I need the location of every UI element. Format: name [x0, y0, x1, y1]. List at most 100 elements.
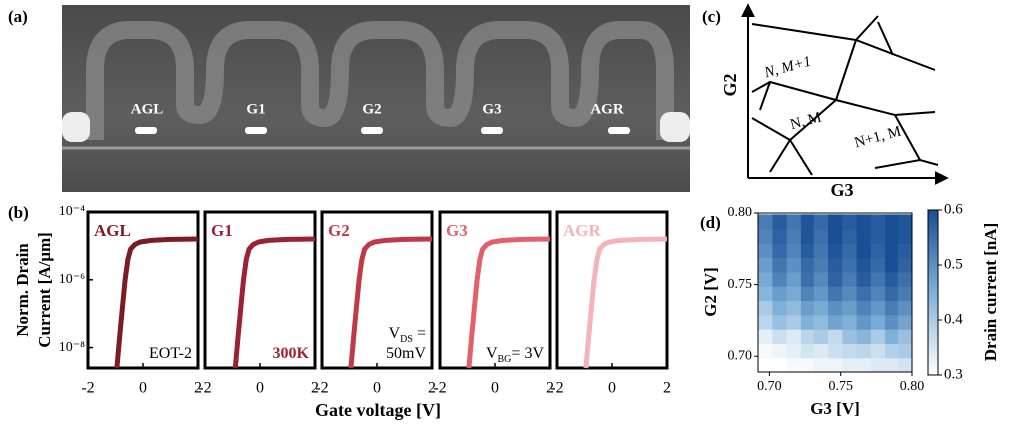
x-tick-label: 2: [428, 380, 436, 397]
heat-cell: [856, 285, 872, 302]
colorbar: [927, 209, 939, 376]
gate-label: G1: [246, 101, 265, 117]
heat-cell: [758, 300, 773, 316]
heat-cell: [885, 314, 900, 330]
heat-cell: [813, 271, 829, 287]
annotation-part: EOT-2: [149, 345, 192, 362]
annotation: VDS =: [389, 325, 426, 345]
heat-cell: [885, 328, 900, 345]
heat-cell: [772, 300, 787, 316]
annotation-part: BG: [498, 354, 512, 365]
heat-cell: [897, 271, 913, 287]
x-tick-label: 0.70: [757, 379, 782, 394]
heat-cell: [786, 271, 802, 287]
x-tick-label: 0: [491, 380, 499, 397]
panel-title: G1: [211, 221, 233, 240]
x-axis-label: G3 [V]: [810, 399, 860, 418]
heat-cell: [800, 285, 816, 302]
heat-cell: [800, 243, 816, 259]
heat-cell: [786, 228, 802, 244]
heat-cell: [856, 314, 872, 330]
heat-cell: [758, 271, 773, 287]
x-tick-label: 0.80: [900, 379, 925, 394]
x-tick-label: 2: [663, 380, 671, 397]
heat-cell: [870, 228, 886, 244]
heat-cell: [786, 285, 802, 302]
y-axis-label: G2: [720, 73, 740, 96]
heat-cell: [842, 214, 857, 230]
region-label: N, M+1: [762, 54, 813, 82]
heat-cell: [870, 214, 886, 230]
y-axis-label: Current [A/μm]: [35, 232, 54, 348]
colorbar-tick-label: 0.5: [944, 256, 963, 272]
heat-cell: [870, 314, 886, 330]
x-tick-label: 2: [311, 380, 319, 397]
heat-cell: [772, 228, 787, 244]
x-tick-label: 2: [546, 380, 554, 397]
gate-label: G3: [482, 101, 501, 117]
x-tick-label: -2: [550, 380, 563, 397]
heat-cell: [842, 271, 857, 287]
heat-cell: [813, 314, 829, 330]
heat-cell: [772, 285, 787, 302]
y-axis-label: G2 [V]: [701, 267, 720, 317]
heat-cell: [786, 343, 802, 359]
heat-cell: [772, 271, 787, 287]
heat-cell: [813, 257, 829, 273]
heat-cell: [800, 271, 816, 287]
annotation-part: 50mV: [386, 345, 426, 362]
annotation: 300K: [273, 345, 310, 362]
heat-cell: [772, 343, 787, 359]
annotation-part: 300K: [273, 345, 310, 362]
heat-cell: [772, 243, 787, 259]
heat-cell: [786, 243, 802, 259]
heat-cell: [786, 314, 802, 330]
colorbar-tick-label: 0.3: [944, 366, 963, 382]
heat-cell: [897, 228, 913, 244]
heat-cell: [758, 257, 773, 273]
heat-cell: [885, 271, 900, 287]
sem-image: AGL G1 G2 G3 AGR: [62, 5, 690, 192]
x-tick-label: 0: [373, 380, 381, 397]
heat-cell: [842, 328, 857, 345]
heat-cell: [885, 243, 900, 259]
heat-cell: [828, 243, 843, 259]
annotation-part: V: [389, 325, 401, 342]
heat-cell: [842, 285, 857, 302]
heat-cell: [813, 300, 829, 316]
heat-cell: [897, 257, 913, 273]
heat-cell: [786, 300, 802, 316]
heat-cell: [870, 257, 886, 273]
heat-cell: [856, 228, 872, 244]
heat-cell: [772, 314, 787, 330]
heat-cell: [828, 343, 843, 359]
colorbar-label: Drain current [nA]: [981, 223, 1000, 362]
curve: [348, 236, 433, 369]
x-axis-label: G3: [830, 180, 853, 200]
heat-cell: [772, 214, 787, 230]
heat-cell: [885, 300, 900, 316]
heat-cell: [758, 228, 773, 244]
heat-cell: [856, 300, 872, 316]
y-tick-label: 10⁻⁸: [59, 340, 85, 355]
heat-cell: [758, 285, 773, 302]
region-label: N+1, M: [853, 124, 903, 152]
heat-cell: [828, 357, 843, 373]
heat-cell: [758, 314, 773, 330]
heat-cell: [786, 214, 802, 230]
heat-cell: [856, 328, 872, 345]
heat-cell: [897, 300, 913, 316]
panel-title: G2: [328, 221, 350, 240]
annotation: VBG= 3V: [486, 345, 544, 365]
heat-cell: [897, 243, 913, 259]
heat-cell: [828, 314, 843, 330]
heat-cell: [885, 285, 900, 302]
colorbar-tick-label: 0.4: [944, 311, 963, 327]
heat-cell: [828, 228, 843, 244]
panel-label: (c): [702, 7, 721, 26]
gate-label: G2: [362, 101, 381, 117]
heat-cell: [813, 214, 829, 230]
heat-cell: [897, 343, 913, 359]
gate-label: AGR: [590, 101, 624, 117]
heat-cell: [856, 271, 872, 287]
